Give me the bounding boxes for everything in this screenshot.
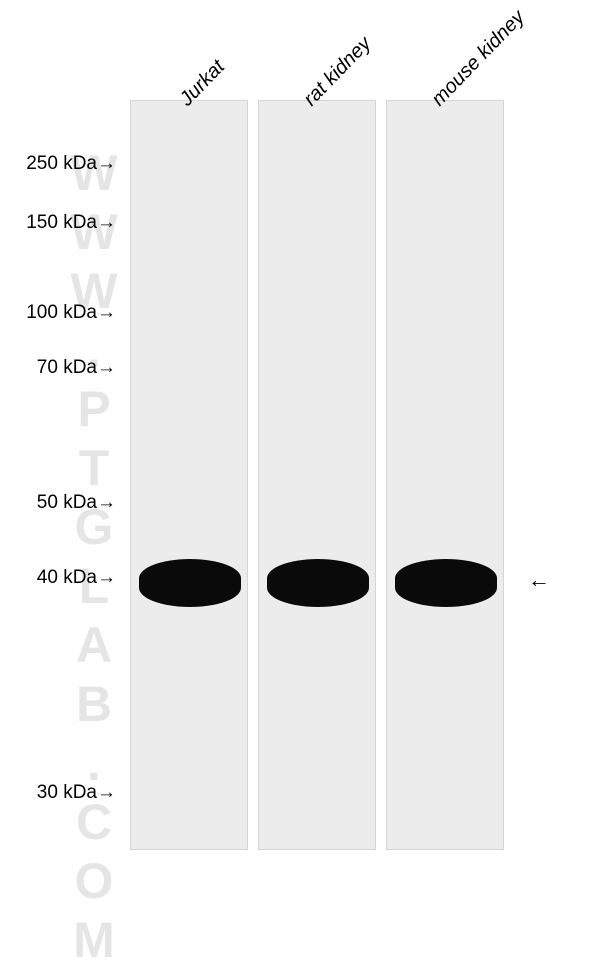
lane-3: [386, 100, 504, 850]
lane-2: [258, 100, 376, 850]
mw-marker-1: 150 kDa→: [4, 212, 116, 234]
mw-marker-0: 250 kDa→: [4, 153, 116, 175]
mw-marker-3: 70 kDa→: [4, 357, 116, 379]
band-lane-1: [139, 559, 241, 607]
mw-marker-4: 50 kDa→: [4, 492, 116, 514]
mw-marker-6: 30 kDa→: [4, 782, 116, 804]
watermark-text: WWW.PTGLAB.COM: [65, 145, 123, 971]
lane-label-3: mouse kidney: [427, 6, 529, 111]
mw-marker-5: 40 kDa→: [4, 567, 116, 589]
mw-marker-2: 100 kDa→: [4, 302, 116, 324]
band-lane-2: [267, 559, 369, 607]
lane-1: [130, 100, 248, 850]
blot-panel: [130, 100, 530, 850]
target-band-arrow-icon: ←: [528, 567, 550, 593]
band-lane-3: [395, 559, 497, 607]
